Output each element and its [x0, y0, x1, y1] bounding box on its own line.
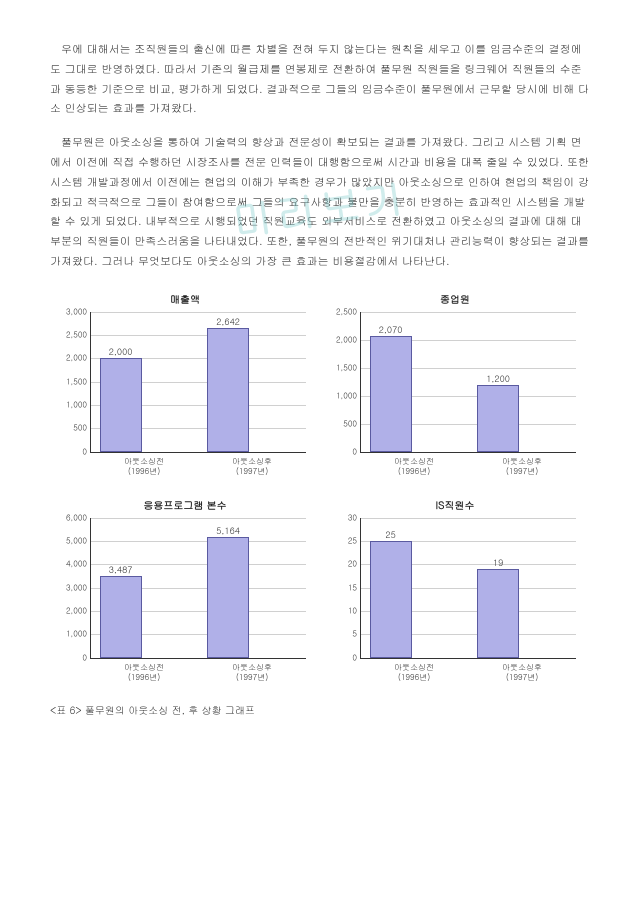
y-axis-label: 0 [331, 446, 357, 457]
y-axis-label: 6,000 [61, 512, 87, 523]
chart: 종업원 0 500 1,000 1,500 2,000 2,500 2,070 1,200 아웃소… [330, 292, 580, 478]
y-axis-label: 1,000 [61, 629, 87, 640]
bar: 5,164 [207, 537, 249, 657]
y-axis-label: 3,000 [61, 582, 87, 593]
x-axis-label: 아웃소싱후(1997년) [198, 457, 306, 478]
x-axis-label: 아웃소싱후(1997년) [468, 663, 576, 684]
chart: 매출액 0 500 1,000 1,500 2,000 2,500 3,000 2,000 2,6… [60, 292, 310, 478]
y-axis-label: 2,500 [61, 330, 87, 341]
y-axis-label: 0 [331, 652, 357, 663]
bar-value-label: 5,164 [216, 524, 240, 537]
x-axis-labels: 아웃소싱전(1996년)아웃소싱후(1997년) [360, 663, 576, 684]
charts-grid: 매출액05001,0001,5002,0002,5003,0002,0002,6… [60, 292, 580, 684]
y-axis-label: 3,000 [61, 306, 87, 317]
paragraph-1: 우에 대해서는 조직원들의 출신에 따른 차별을 전혀 두지 않는다는 원칙을 … [50, 40, 590, 119]
y-axis-label: 2,000 [331, 334, 357, 345]
paragraph-2: 풀무원은 아웃소싱을 통하여 기술력의 향상과 전문성이 확보되는 결과를 가져… [50, 133, 590, 272]
bar: 2,070 [370, 336, 412, 452]
bar-value-label: 19 [493, 556, 503, 569]
chart-title: 매출액 [60, 292, 310, 306]
chart-plot: 01,0002,0003,0004,0005,0006,0003,4875,16… [90, 518, 306, 659]
y-axis-label: 2,500 [331, 306, 357, 317]
grid-line [91, 335, 306, 336]
y-axis-label: 0 [61, 446, 87, 457]
y-axis-label: 1,500 [61, 376, 87, 387]
chart-plot: 05001,0001,5002,0002,5002,0701,200 [360, 312, 576, 453]
chart-plot: 05001,0001,5002,0002,5003,0002,0002,642 [90, 312, 306, 453]
y-axis-label: 500 [331, 418, 357, 429]
bar: 19 [477, 569, 519, 658]
bar-value-label: 25 [385, 528, 395, 541]
grid-line [361, 312, 576, 313]
y-axis-label: 10 [331, 605, 357, 616]
chart-title: IS직원수 [330, 498, 580, 512]
bar-value-label: 2,642 [216, 315, 240, 328]
x-axis-label: 아웃소싱후(1997년) [198, 663, 306, 684]
grid-line [91, 518, 306, 519]
x-axis-label: 아웃소싱전(1996년) [90, 663, 198, 684]
x-axis-label: 아웃소싱전(1996년) [90, 457, 198, 478]
grid-line [91, 312, 306, 313]
y-axis-label: 2,000 [61, 353, 87, 364]
x-axis-label: 아웃소싱전(1996년) [360, 457, 468, 478]
x-axis-label: 아웃소싱전(1996년) [360, 663, 468, 684]
x-axis-label: 아웃소싱후(1997년) [468, 457, 576, 478]
y-axis-label: 1,500 [331, 362, 357, 373]
chart: IS직원수 0 5 10 15 20 25 30 25 19 아웃소싱전(1996년)아웃소싱후(1… [330, 498, 580, 684]
y-axis-label: 5,000 [61, 535, 87, 546]
chart-plot: 0510152025302519 [360, 518, 576, 659]
y-axis-label: 0 [61, 652, 87, 663]
y-axis-label: 4,000 [61, 559, 87, 570]
bar: 2,000 [100, 358, 142, 451]
bar-value-label: 3,487 [109, 563, 133, 576]
grid-line [91, 541, 306, 542]
bar: 3,487 [100, 576, 142, 657]
grid-line [361, 518, 576, 519]
chart-title: 종업원 [330, 292, 580, 306]
bar-value-label: 2,000 [109, 345, 133, 358]
x-axis-labels: 아웃소싱전(1996년)아웃소싱후(1997년) [360, 457, 576, 478]
bar-value-label: 2,070 [379, 323, 403, 336]
y-axis-label: 25 [331, 535, 357, 546]
y-axis-label: 500 [61, 423, 87, 434]
y-axis-label: 1,000 [331, 390, 357, 401]
bar: 2,642 [207, 328, 249, 451]
chart: 응용프로그램 본수01,0002,0003,0004,0005,0006,000… [60, 498, 310, 684]
y-axis-label: 20 [331, 559, 357, 570]
y-axis-label: 5 [331, 629, 357, 640]
x-axis-labels: 아웃소싱전(1996년)아웃소싱후(1997년) [90, 663, 306, 684]
y-axis-label: 30 [331, 512, 357, 523]
bar: 25 [370, 541, 412, 658]
table-caption: <표 6> 풀무원의 아웃소싱 전, 후 상황 그래프 [50, 703, 590, 717]
chart-title: 응용프로그램 본수 [60, 498, 310, 512]
bar-value-label: 1,200 [486, 372, 510, 385]
y-axis-label: 1,000 [61, 400, 87, 411]
bar: 1,200 [477, 385, 519, 452]
x-axis-labels: 아웃소싱전(1996년)아웃소싱후(1997년) [90, 457, 306, 478]
y-axis-label: 15 [331, 582, 357, 593]
y-axis-label: 2,000 [61, 605, 87, 616]
